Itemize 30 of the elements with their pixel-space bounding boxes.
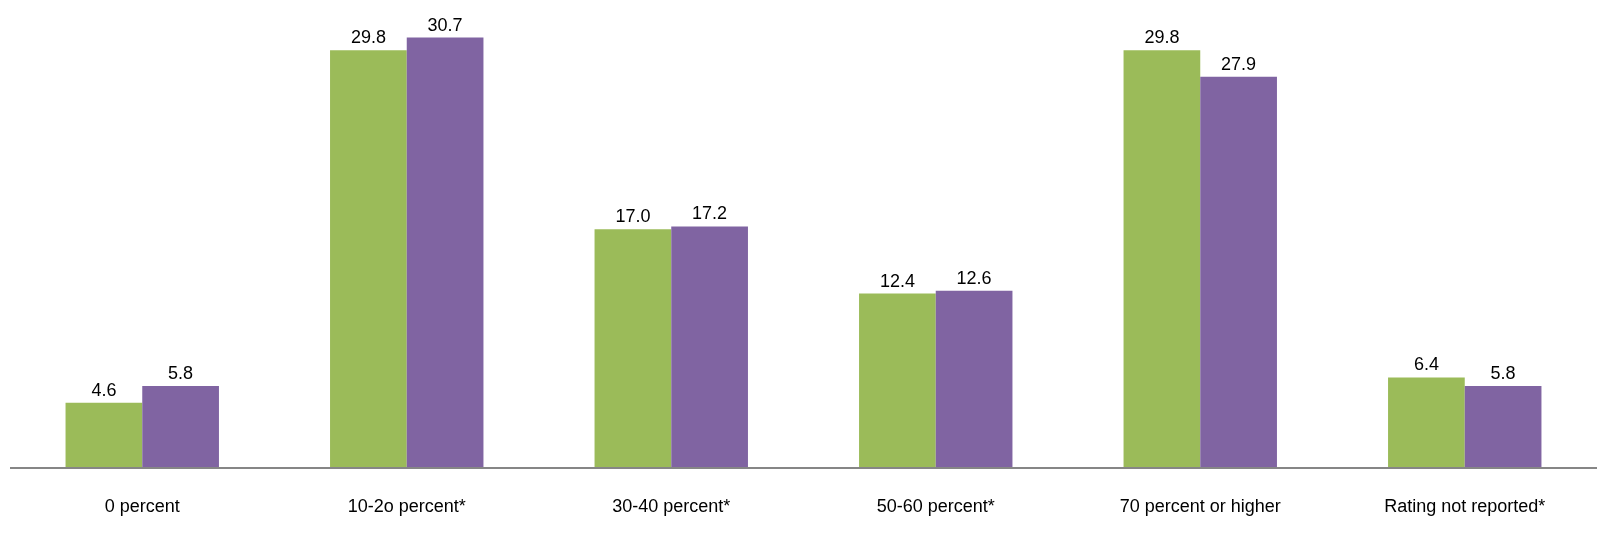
data-label: 5.8 — [168, 362, 194, 383]
data-label: 17.2 — [692, 203, 728, 224]
x-tick-label: 30-40 percent* — [612, 496, 731, 517]
data-label: 29.8 — [1144, 27, 1180, 48]
bar — [935, 290, 1013, 467]
data-label: 12.6 — [956, 267, 992, 288]
bar — [1388, 377, 1465, 467]
data-label: 4.6 — [91, 379, 117, 400]
bar — [65, 402, 143, 467]
data-label: 27.9 — [1221, 53, 1257, 74]
bar — [1200, 76, 1277, 467]
bar — [859, 293, 936, 467]
bar — [142, 385, 219, 467]
data-label: 30.7 — [427, 14, 463, 35]
bar — [330, 50, 407, 467]
data-label: 5.8 — [1490, 362, 1516, 383]
x-tick-label: Rating not reported* — [1384, 496, 1546, 517]
bar — [671, 226, 748, 467]
data-label: 12.4 — [879, 270, 915, 291]
x-tick-label: 70 percent or higher — [1119, 496, 1281, 517]
bar — [594, 229, 672, 467]
data-label: 6.4 — [1413, 354, 1439, 375]
data-label: 29.8 — [350, 27, 386, 48]
x-tick-label: 50-60 percent* — [876, 496, 995, 517]
bar — [1464, 385, 1542, 467]
bar — [1123, 50, 1201, 467]
x-tick-label: 10-2o percent* — [347, 496, 466, 517]
bar — [406, 37, 484, 467]
data-label: 17.0 — [615, 206, 651, 227]
x-tick-label: 0 percent — [104, 496, 180, 517]
